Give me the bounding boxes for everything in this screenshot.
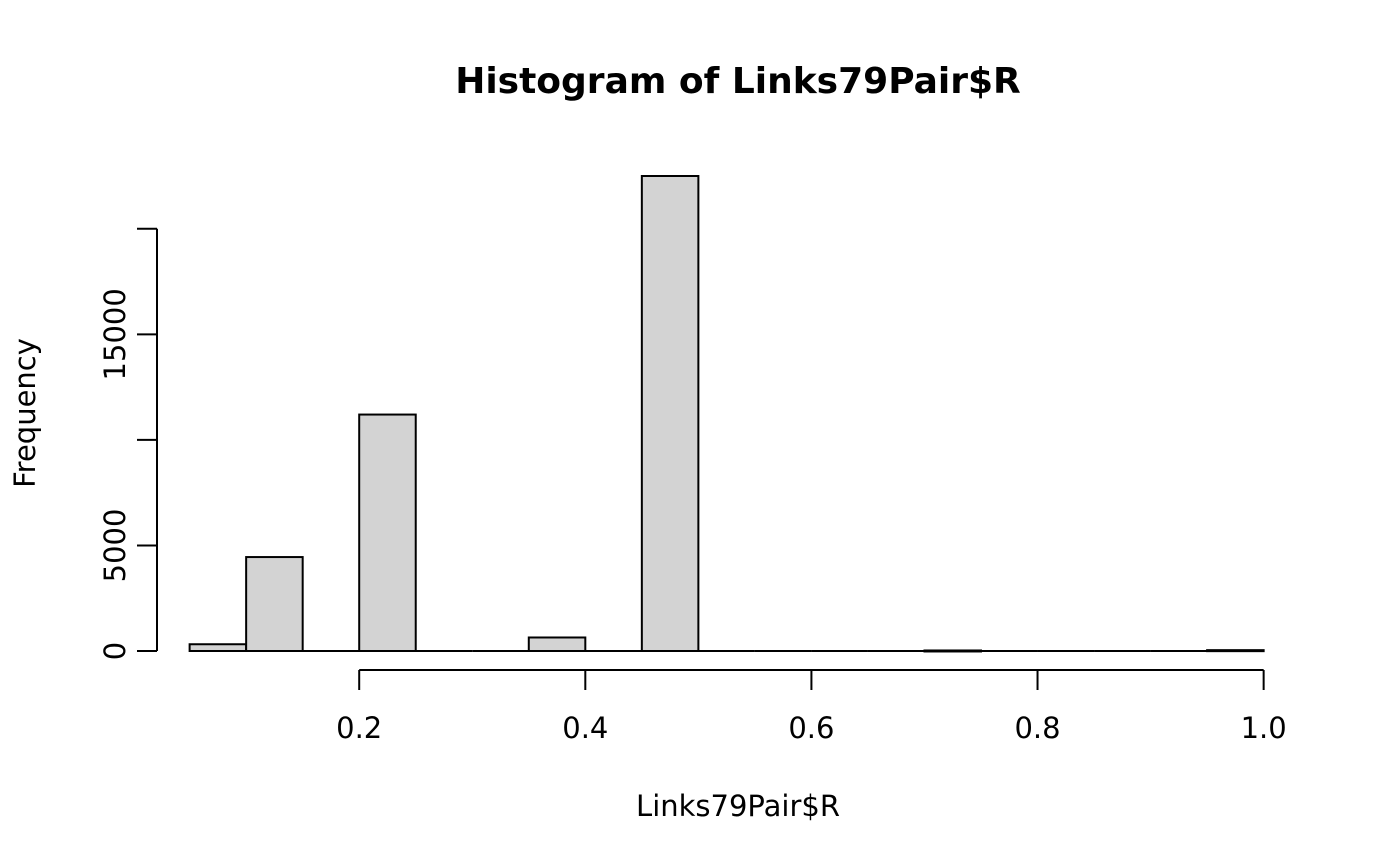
y-axis: 0 5000 15000 — [98, 227, 158, 660]
chart-title: Histogram of Links79Pair$R — [455, 61, 1021, 102]
x-axis-label: Links79Pair$R — [636, 789, 840, 823]
histogram-bar-18 — [1206, 649, 1265, 653]
x-tick-label-1: 0.4 — [562, 711, 608, 745]
histogram-bar-8 — [640, 175, 700, 652]
y-tick-label-0: 0 — [98, 642, 132, 660]
x-tick-label-0: 0.2 — [336, 711, 382, 745]
x-tick-label-2: 0.6 — [788, 711, 834, 745]
histogram-bar-6 — [527, 636, 587, 653]
x-tick-label-4: 1.0 — [1241, 711, 1287, 745]
x-tick-label-3: 0.8 — [1014, 711, 1060, 745]
bars-group — [188, 175, 1265, 653]
x-axis: 0.2 0.4 0.6 0.8 1.0 — [336, 669, 1287, 745]
histogram-bar-13 — [923, 649, 983, 653]
histogram-bar-1 — [245, 556, 304, 652]
y-axis-label: Frequency — [8, 338, 42, 488]
y-tick-label-3: 15000 — [98, 288, 132, 380]
y-tick-label-1: 5000 — [98, 509, 132, 583]
histogram-bar-3 — [358, 413, 417, 652]
histogram-bar-0 — [188, 643, 248, 653]
